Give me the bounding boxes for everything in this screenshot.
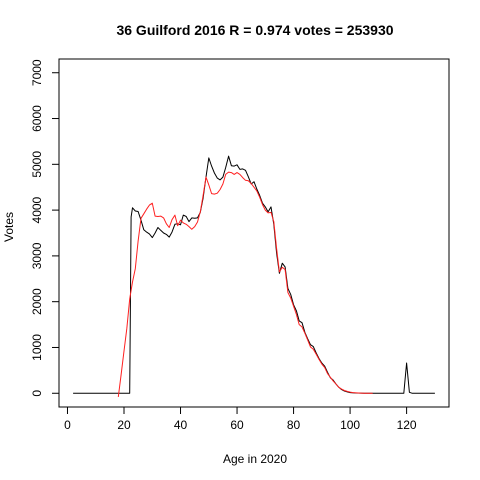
y-tick-label: 3000 <box>30 242 44 269</box>
y-tick-label: 2000 <box>30 288 44 315</box>
x-tick-label: 100 <box>340 418 360 432</box>
y-tick-label: 6000 <box>30 105 44 132</box>
x-tick-label: 80 <box>287 418 301 432</box>
y-tick-label: 4000 <box>30 196 44 223</box>
x-tick-label: 120 <box>397 418 417 432</box>
y-tick-label: 1000 <box>30 334 44 361</box>
chart-title: 36 Guilford 2016 R = 0.974 votes = 25393… <box>116 22 393 38</box>
x-tick-label: 20 <box>117 418 131 432</box>
y-axis: 0 1000 2000 3000 4000 5000 6000 7000 <box>30 59 60 397</box>
y-axis-label: Votes <box>2 212 16 242</box>
plot-frame <box>58 58 450 408</box>
x-tick-label: 60 <box>230 418 244 432</box>
x-axis: 0 20 40 60 80 100 120 <box>64 406 417 432</box>
x-tick-label: 40 <box>174 418 188 432</box>
x-axis-label: Age in 2020 <box>223 452 287 466</box>
series-line-2 <box>117 171 373 397</box>
y-tick-label: 0 <box>30 390 44 397</box>
series-layer <box>73 155 435 397</box>
y-tick-label: 7000 <box>30 59 44 86</box>
y-tick-label: 5000 <box>30 151 44 178</box>
x-tick-label: 0 <box>64 418 71 432</box>
series-line-1 <box>73 155 435 394</box>
